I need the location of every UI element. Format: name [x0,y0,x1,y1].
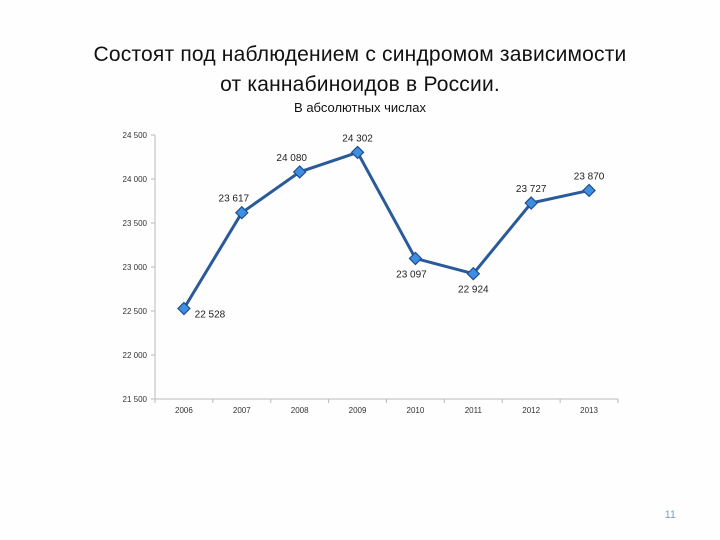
data-label: 23 097 [396,269,427,280]
data-point-marker [177,301,191,316]
data-label: 24 080 [276,153,307,164]
y-tick-label: 21 500 [123,395,148,404]
y-tick-label: 23 000 [123,263,148,272]
page-number: 11 [664,509,676,521]
x-tick-label: 2013 [580,406,598,415]
y-tick-label: 22 500 [123,307,148,316]
data-point-marker [234,205,249,220]
y-tick-label: 24 500 [123,131,148,140]
x-tick-label: 2006 [175,406,193,415]
data-label: 22 528 [195,310,226,321]
x-tick-label: 2009 [349,406,367,415]
data-label: 23 617 [219,194,250,205]
y-tick-label: 23 500 [123,219,148,228]
x-tick-label: 2011 [465,406,483,415]
x-tick-label: 2010 [407,406,425,415]
data-point-marker [524,196,539,210]
data-label: 23 727 [516,184,547,195]
x-tick-label: 2007 [233,406,251,415]
y-tick-label: 22 000 [123,351,148,360]
chart-subtitle: В абсолютных числах [294,100,426,115]
data-point-marker [350,145,365,160]
line-chart: 21 500 22 000 22 500 23 000 23 500 24 000 24 5… [100,122,640,422]
chart-svg: 21 500 22 000 22 500 23 000 23 500 24 000 24 5… [123,131,619,415]
slide-title: Состоят под наблюдением с синдромом зави… [20,40,700,100]
slide-title-line-1: Состоят под наблюдением с синдромом зави… [93,43,627,66]
data-point-marker [582,183,596,198]
series-line [182,150,590,310]
x-tick-label: 2008 [291,406,309,415]
slide-title-line-2: от каннабиноидов в России. [220,73,500,96]
data-label: 24 302 [342,133,373,144]
data-label: 23 870 [574,171,605,182]
data-point-marker [466,266,481,281]
x-tick-label: 2012 [522,406,540,415]
data-label: 22 924 [458,285,489,296]
y-tick-label: 24 000 [123,175,148,184]
data-point-marker [292,165,307,179]
data-point-marker [408,251,423,266]
